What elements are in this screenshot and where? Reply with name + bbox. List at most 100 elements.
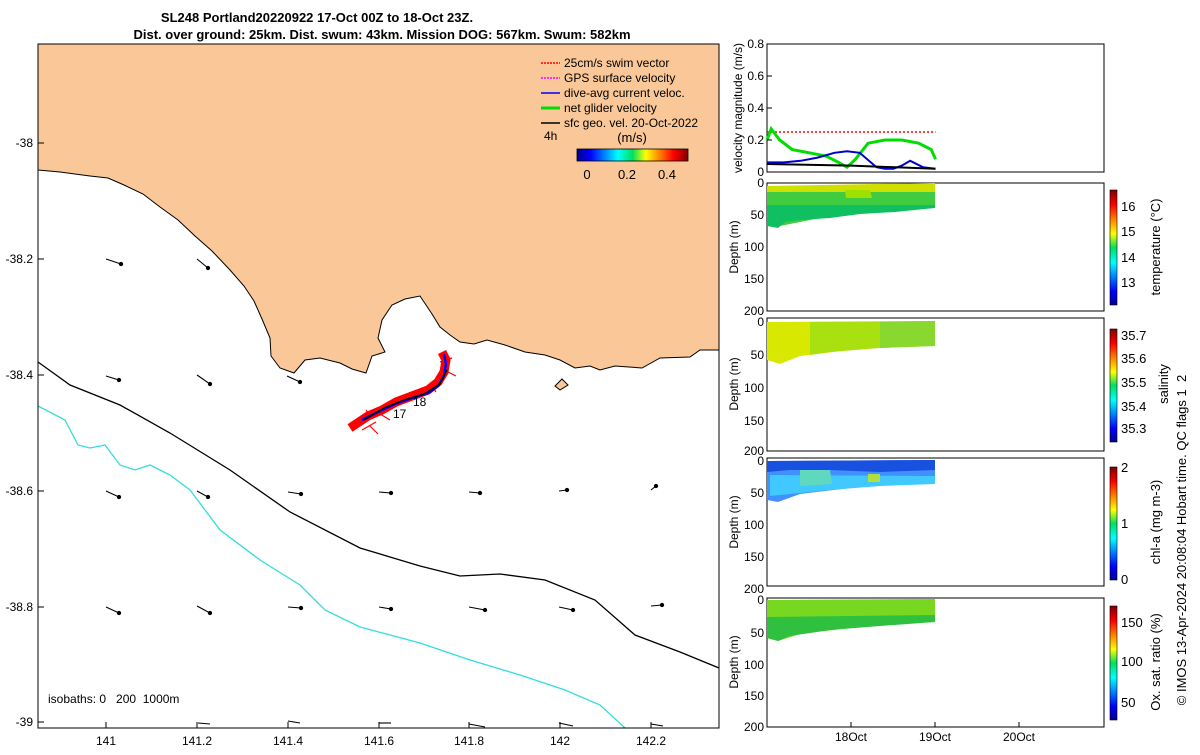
- vel-ytick: 0.8: [747, 37, 764, 51]
- map-panel: 18 17 -38 -38.2 -38.4 -38.6 -38.8 -39 14…: [6, 43, 720, 748]
- temp-cbar-tick: 13: [1121, 275, 1135, 290]
- time-tick: 20Oct: [1003, 730, 1036, 744]
- temp-ytick: 0: [757, 176, 764, 190]
- sal-cbar-tick: 35.5: [1121, 375, 1146, 390]
- oxy-cbar-tick: 50: [1121, 695, 1135, 710]
- temp-ylabel: Depth (m): [727, 220, 741, 273]
- lon-tick: 141: [96, 734, 116, 748]
- oxy-ytick: 150: [744, 689, 764, 703]
- isobath-1000: [38, 405, 626, 728]
- map-legend: 25cm/s swim vector GPS surface velocity …: [541, 56, 698, 182]
- chla-cbar-tick: 1: [1121, 516, 1128, 531]
- oxy-cbar-tick: 100: [1121, 654, 1143, 669]
- legend-swim-vector: 25cm/s swim vector: [564, 56, 669, 70]
- sal-cbar-tick: 35.7: [1121, 328, 1146, 343]
- chla-cbar-tick: 0: [1121, 572, 1128, 587]
- oxy-ytick: 0: [757, 593, 764, 607]
- sal-ytick: 0: [757, 315, 764, 329]
- oxy-ytick: 50: [751, 626, 765, 640]
- legend-net-glider-velocity: net glider velocity: [564, 101, 657, 115]
- temp-colorbar: [1109, 189, 1118, 306]
- time-step-label: 4h: [544, 129, 557, 143]
- chla-ytick: 100: [744, 518, 764, 532]
- sal-ytick: 100: [744, 381, 764, 395]
- lat-tick: -39: [16, 715, 34, 729]
- oxy-cbar-label: Ox. sat. ratio (%): [1148, 613, 1163, 711]
- vel-ytick: 0: [757, 165, 764, 179]
- sal-ytick: 200: [744, 444, 764, 458]
- sal-colorbar: [1109, 328, 1118, 443]
- oxy-colorbar: [1109, 605, 1118, 721]
- legend-dive-avg-current: dive-avg current veloc.: [564, 86, 685, 100]
- temp-ytick: 200: [744, 304, 764, 318]
- time-tick: 19Oct: [919, 730, 952, 744]
- chla-ytick: 200: [744, 582, 764, 596]
- speed-colorbar: [576, 148, 689, 162]
- sal-ytick: 50: [751, 348, 765, 362]
- sal-cbar-tick: 35.4: [1121, 399, 1146, 414]
- temp-ytick: 50: [751, 208, 765, 222]
- lat-tick: -38.4: [6, 368, 34, 382]
- sal-cbar-label: salinity: [1156, 364, 1171, 404]
- oxygen-panel: 0 50 100 150 200 Depth (m) 50 100 150 Ox…: [727, 593, 1163, 734]
- oxy-cbar-tick: 150: [1121, 615, 1143, 630]
- sal-ylabel: Depth (m): [727, 357, 741, 410]
- lon-tick: 142.2: [636, 734, 666, 748]
- temp-cbar-tick: 15: [1121, 224, 1135, 239]
- colorbar-unit: (m/s): [617, 130, 647, 145]
- velocity-panel: 0.8 0.6 0.4 0.2 0 velocity magnitude (m/…: [731, 37, 1105, 179]
- sal-cbar-tick: 35.3: [1121, 421, 1146, 436]
- chla-colorbar: [1109, 466, 1118, 581]
- lon-tick: 142: [550, 734, 570, 748]
- lon-tick: 141.4: [273, 734, 303, 748]
- lon-tick: 141.8: [454, 734, 484, 748]
- temp-ytick: 100: [744, 240, 764, 254]
- lat-tick: -38.2: [6, 252, 34, 266]
- sal-cbar-tick: 35.6: [1121, 351, 1146, 366]
- vel-ytick: 0.6: [747, 69, 764, 83]
- land-mass: [38, 44, 719, 374]
- title-line-2: Dist. over ground: 25km. Dist. swum: 43k…: [133, 27, 630, 42]
- chla-panel: 0 50 100 150 200 Depth (m) 0 1 2 chl-a (…: [727, 454, 1163, 596]
- track-label-18: 18: [413, 395, 427, 409]
- dive-avg-current-series: [767, 150, 936, 170]
- temp-cbar-label: temperature (°C): [1148, 199, 1163, 296]
- chla-ytick: 150: [744, 550, 764, 564]
- temp-ytick: 150: [744, 272, 764, 286]
- temp-cbar-tick: 16: [1121, 199, 1135, 214]
- lon-tick: 141.2: [182, 734, 212, 748]
- vel-ytick: 0.4: [747, 101, 764, 115]
- oxy-ytick: 200: [744, 720, 764, 734]
- isobath-200: [38, 361, 719, 669]
- imos-credit: © IMOS 13-Apr-2024 20:08:04 Hobart time.…: [1174, 375, 1189, 705]
- isobaths-label: isobaths: 0 200 1000m: [48, 692, 179, 706]
- temp-cbar-tick: 14: [1121, 250, 1135, 265]
- vel-ytick: 0.2: [747, 133, 764, 147]
- time-tick: 18Oct: [835, 730, 868, 744]
- chla-cbar-label: chl-a (mg m-3): [1148, 480, 1163, 565]
- glider-track: 18 17: [347, 349, 457, 435]
- lat-tick: -38.6: [6, 484, 34, 498]
- oxy-ytick: 100: [744, 658, 764, 672]
- net-glider-velocity-series: [765, 125, 937, 170]
- lat-tick: -38.8: [6, 600, 34, 614]
- map-lon-ticks: [105, 722, 652, 728]
- vel-ylabel: velocity magnitude (m/s): [731, 43, 745, 173]
- oxy-ylabel: Depth (m): [727, 635, 741, 688]
- lat-tick: -38: [16, 136, 34, 150]
- sal-ytick: 150: [744, 414, 764, 428]
- speed-colorbar-tick: 0: [583, 167, 590, 182]
- time-axis: [850, 722, 1020, 727]
- sfc-geo-series: [766, 163, 936, 170]
- title-line-1: SL248 Portland20220922 17-Oct 00Z to 18-…: [161, 10, 473, 25]
- legend-gps-velocity: GPS surface velocity: [564, 71, 675, 85]
- sfc-geo-vectors: [105, 258, 665, 728]
- chla-cbar-tick: 2: [1121, 460, 1128, 475]
- map-lat-ticks: [38, 142, 44, 723]
- speed-colorbar-tick: 0.2: [618, 167, 636, 182]
- chla-ytick: 0: [757, 454, 764, 468]
- legend-sfc-geo-vel: sfc geo. vel. 20-Oct-2022: [564, 116, 698, 130]
- lon-tick: 141.6: [364, 734, 394, 748]
- speed-colorbar-tick: 0.4: [658, 167, 676, 182]
- temperature-panel: 0 50 100 150 200 Depth (m) 13 14 15 16 t…: [727, 176, 1163, 318]
